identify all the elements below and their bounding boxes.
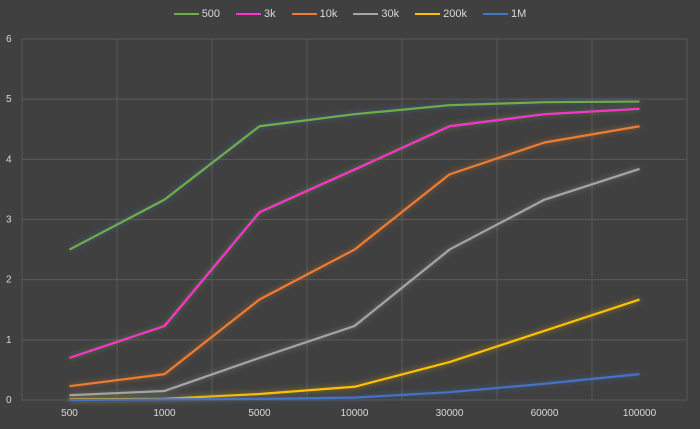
y-axis: 0 1 2 3 4 5 6 — [6, 34, 12, 406]
x-tick-label: 1000 — [153, 408, 176, 419]
gridlines — [21, 38, 688, 401]
legend-swatch — [353, 13, 379, 15]
x-tick-label: 60000 — [531, 408, 559, 419]
y-tick-label: 5 — [6, 94, 12, 105]
series-lines — [68, 100, 640, 402]
legend-swatch — [173, 13, 199, 15]
series-line-30k — [69, 167, 640, 397]
series-line-3k — [69, 107, 640, 359]
legend-label: 30k — [381, 8, 400, 20]
legend-item-500: 500 — [173, 8, 221, 20]
legend-item-10k: 10k — [291, 8, 338, 20]
series-line-10k — [69, 125, 640, 388]
y-tick-label: 3 — [6, 215, 12, 226]
legend-swatch — [415, 13, 441, 15]
legend-label: 500 — [201, 8, 221, 20]
legend-label: 3k — [264, 8, 276, 20]
series-line-200k — [69, 298, 640, 401]
legend-label: 1M — [511, 8, 527, 20]
y-tick-label: 6 — [6, 34, 12, 45]
x-tick-label: 100000 — [623, 408, 657, 419]
y-tick-label: 2 — [6, 275, 12, 286]
x-tick-label: 10000 — [341, 408, 369, 419]
y-tick-label: 1 — [6, 335, 12, 346]
y-tick-label: 0 — [6, 395, 12, 406]
legend-item-3k: 3k — [236, 8, 276, 20]
legend-item-200k: 200k — [415, 8, 467, 20]
x-axis: 500 1000 5000 10000 30000 60000 100000 — [61, 408, 656, 419]
x-tick-label: 500 — [61, 408, 78, 419]
legend-swatch — [236, 13, 262, 15]
legend-label: 200k — [443, 8, 468, 20]
legend-item-30k: 30k — [353, 8, 399, 20]
legend-item-1M: 1M — [483, 8, 526, 20]
x-tick-label: 30000 — [436, 408, 464, 419]
series-line-500 — [68, 100, 640, 251]
legend-label: 10k — [319, 8, 338, 20]
legend-swatch — [291, 13, 317, 15]
legend: 500 3k 10k 30k 200k 1M — [0, 8, 700, 20]
y-tick-label: 4 — [6, 154, 12, 165]
x-tick-label: 5000 — [248, 408, 271, 419]
legend-swatch — [483, 13, 509, 15]
